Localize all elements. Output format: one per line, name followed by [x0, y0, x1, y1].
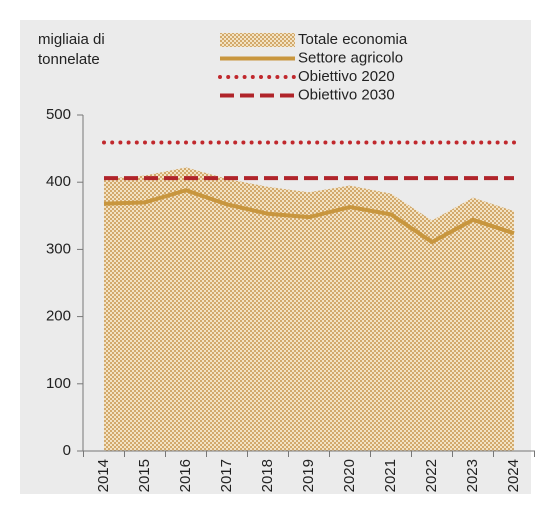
- y-axis-label: migliaia di: [38, 31, 105, 48]
- y-axis-label: tonnelate: [38, 51, 100, 68]
- line: [103, 188, 515, 245]
- y-tick-label: 200: [46, 308, 71, 325]
- x-tick-label: 2020: [341, 459, 358, 492]
- x-tick-label: 2024: [505, 459, 522, 492]
- x-tick-label: 2014: [95, 459, 112, 492]
- x-tick-label: 2023: [464, 459, 481, 492]
- y-tick-label: 0: [63, 442, 71, 459]
- legend-label: Totale economia: [298, 31, 408, 48]
- x-tick-label: 2015: [136, 459, 153, 492]
- y-tick-label: 500: [46, 106, 71, 123]
- y-tick-label: 300: [46, 240, 71, 257]
- x-tick-label: 2019: [300, 459, 317, 492]
- legend-label: Settore agricolo: [298, 49, 403, 66]
- x-tick-label: 2017: [218, 459, 235, 492]
- legend-swatch: [220, 33, 295, 47]
- x-tick-label: 2022: [423, 459, 440, 492]
- x-tick-label: 2018: [259, 459, 276, 492]
- legend-label: Obiettivo 2020: [298, 68, 395, 85]
- y-tick-label: 400: [46, 173, 71, 190]
- x-tick-label: 2021: [382, 459, 399, 492]
- area: [104, 167, 514, 451]
- x-tick-label: 2016: [177, 459, 194, 492]
- legend-label: Obiettivo 2030: [298, 86, 395, 103]
- y-tick-label: 100: [46, 375, 71, 392]
